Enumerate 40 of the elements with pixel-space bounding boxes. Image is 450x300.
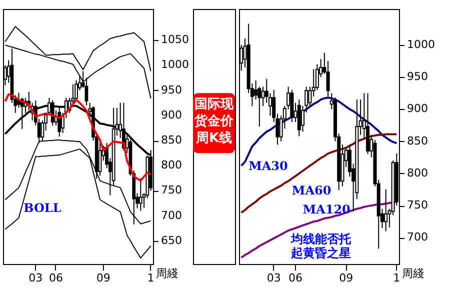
y-tick-label: 850 bbox=[407, 134, 428, 148]
candlestick bbox=[74, 80, 78, 101]
x-tick-label: 03 bbox=[266, 272, 281, 284]
series-label: MA120 bbox=[302, 202, 350, 216]
candlestick bbox=[17, 92, 20, 108]
y-tick-label: 950 bbox=[161, 83, 182, 96]
series-label: MA30 bbox=[248, 159, 288, 174]
y-tick-label: 1050 bbox=[161, 33, 189, 46]
text: 周綫 bbox=[402, 267, 424, 280]
candlestick bbox=[138, 178, 142, 212]
y-tick-label: 700 bbox=[407, 230, 428, 244]
x-tick-label: 1 bbox=[147, 272, 154, 284]
y-tick-label: 700 bbox=[161, 208, 182, 222]
y-tick-label: 750 bbox=[161, 184, 182, 197]
y-tick-label: 900 bbox=[161, 108, 182, 122]
y-tick-label: 750 bbox=[407, 198, 428, 212]
x-tick-label: 06 bbox=[288, 272, 303, 284]
x-tick-label: 09 bbox=[339, 272, 354, 284]
candlestick bbox=[254, 80, 258, 100]
y-tick-label: 1000 bbox=[161, 58, 189, 72]
y-tick-label: 900 bbox=[407, 102, 428, 116]
annotation: 均线能否托起黄昏之星 bbox=[290, 232, 352, 260]
y-tick-label: 850 bbox=[161, 134, 182, 147]
y-tick-label: 1000 bbox=[407, 38, 435, 51]
y-tick-label: 650 bbox=[161, 234, 182, 247]
annotation: BOLL bbox=[24, 200, 62, 215]
line-series bbox=[240, 133, 398, 214]
text: 国际现货金价周K线 bbox=[194, 97, 234, 146]
line-series bbox=[240, 200, 398, 259]
y-tick-label: 800 bbox=[407, 166, 428, 180]
y-tick-label: 800 bbox=[161, 158, 182, 172]
x-tick-label: 06 bbox=[48, 272, 63, 284]
y-tick-label: 950 bbox=[407, 70, 428, 84]
x-tick-label: 09 bbox=[96, 272, 110, 284]
candlestick bbox=[384, 188, 388, 232]
series-label: MA60 bbox=[292, 184, 332, 198]
candlestick bbox=[58, 107, 62, 137]
x-tick-label: 03 bbox=[28, 272, 43, 284]
text: 周綫 bbox=[156, 267, 178, 280]
x-tick-label: 1 bbox=[393, 272, 400, 284]
